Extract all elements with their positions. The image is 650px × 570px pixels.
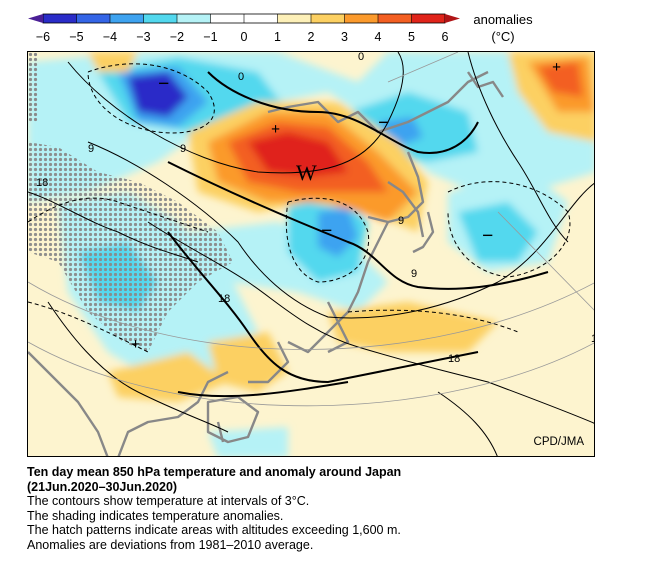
- bold-contours: [167, 71, 549, 398]
- anomaly-markers: W + + + − − − −: [131, 59, 561, 353]
- terrain-hatch-edge: [28, 52, 38, 122]
- colorbar-tick-label: −2: [169, 30, 185, 44]
- caption-line: The contours show temperature at interva…: [27, 494, 310, 509]
- colorbar-cell: [344, 14, 379, 23]
- minus-marker: −: [158, 73, 169, 95]
- terrain-hatch: [28, 142, 233, 352]
- caption-period: (21Jun.2020–30Jun.2020): [27, 479, 178, 494]
- colorbar-tick-label: 5: [408, 30, 415, 44]
- colorbar-cell: [43, 14, 77, 23]
- contour-label: 18: [36, 177, 48, 189]
- contour-labels: 0 0 9 9 9 9 18 18 18 18: [36, 52, 595, 365]
- plus-marker: +: [552, 59, 561, 76]
- minus-marker: −: [482, 225, 493, 247]
- plus-marker: +: [131, 336, 140, 353]
- colorbar-tick-label: −3: [136, 30, 151, 44]
- colorbar-cell: [378, 14, 412, 23]
- caption-title: Ten day mean 850 hPa temperature and ano…: [27, 465, 402, 479]
- contour-label: 9: [398, 215, 404, 227]
- colorbar-tick-label: −6: [35, 30, 51, 44]
- minus-marker: −: [378, 112, 389, 134]
- units-label: anomalies: [473, 12, 533, 27]
- units-value: (°C): [491, 29, 515, 44]
- colorbar-tick-label: 6: [441, 30, 449, 44]
- colorbar-tick-label: 4: [374, 30, 382, 44]
- colorbar-cell: [177, 14, 211, 23]
- colorbar-tick-label: 1: [274, 30, 281, 44]
- colorbar-tick-label: −1: [203, 30, 218, 44]
- colorbar-cell: [311, 14, 345, 23]
- contour-label: 18: [448, 353, 460, 365]
- colorbar-cell: [244, 14, 278, 23]
- colorbar: −6 −5 −4 −3 −2 −1 0 1 2 3 4 5 6 anomalies (°C): [0, 0, 650, 50]
- colorbar-strip: [28, 13, 460, 24]
- colorbar-cell: [110, 14, 144, 23]
- graticule: [28, 52, 594, 407]
- colorbar-tick-label: 0: [240, 30, 248, 44]
- contour-label: 18: [218, 293, 230, 305]
- colorbar-cell: [277, 14, 312, 23]
- colorbar-cell: [143, 14, 178, 23]
- minus-marker: −: [321, 220, 332, 242]
- contour-label: 18: [591, 333, 595, 345]
- credit-label: CPD/JMA: [533, 436, 584, 448]
- colorbar-cell: [76, 14, 111, 23]
- contour-label: 9: [88, 143, 94, 155]
- temperature-anomaly-map: 0 0 9 9 9 9 18 18 18 18 W + + + − − − − …: [27, 51, 595, 457]
- caption: Ten day mean 850 hPa temperature and ano…: [27, 465, 627, 553]
- colorbar-tick-label: 2: [307, 30, 315, 44]
- caption-line: Anomalies are deviations from 1981–2010 …: [27, 537, 314, 552]
- caption-line: The hatch patterns indicate areas with a…: [27, 523, 401, 538]
- colorbar-tick-label: −5: [69, 30, 84, 44]
- plus-marker: +: [271, 121, 280, 138]
- contour-label: 9: [411, 268, 417, 280]
- contour-label: 0: [358, 52, 364, 63]
- colorbar-tick-label: 3: [341, 30, 348, 44]
- anomaly-zero-contours: [28, 63, 571, 353]
- contour-label: 0: [238, 71, 244, 83]
- colorbar-units: anomalies (°C): [468, 11, 538, 45]
- contour-label: 9: [180, 143, 186, 155]
- caption-line: The shading indicates temperature anomal…: [27, 508, 284, 523]
- colorbar-cell: [210, 14, 245, 23]
- colorbar-tick-label: −4: [102, 30, 118, 44]
- colorbar-low-arrow: [28, 14, 43, 23]
- colorbar-cell: [411, 14, 446, 23]
- temperature-contours: [28, 52, 594, 456]
- colorbar-high-arrow: [445, 14, 460, 23]
- warm-center-label: W: [296, 160, 317, 185]
- map-canvas: 0 0 9 9 9 9 18 18 18 18 W + + + − − − −: [28, 52, 595, 456]
